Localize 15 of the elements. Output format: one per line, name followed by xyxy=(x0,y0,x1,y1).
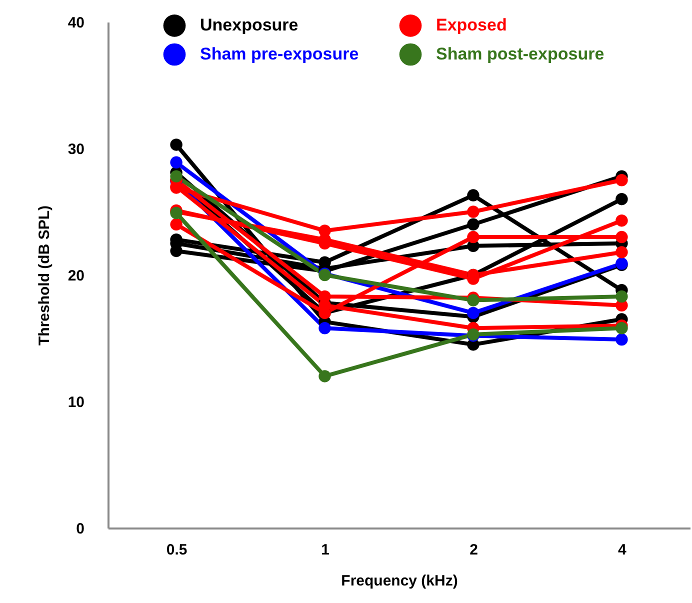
y-tick-label: 10 xyxy=(68,394,84,411)
y-tick-label: 40 xyxy=(68,14,84,32)
x-axis-title: Frequency (kHz) xyxy=(341,572,458,590)
x-tick-label: 1 xyxy=(321,542,330,558)
y-tick-label: 0 xyxy=(76,520,84,538)
x-tick-label: 0.5 xyxy=(166,542,188,558)
legend-label: Sham pre-exposure xyxy=(200,44,359,64)
x-tick-label: 2 xyxy=(470,542,478,558)
y-axis-title: Threshold (dB SPL) xyxy=(36,206,53,346)
legend-label: Unexposure xyxy=(200,16,298,35)
y-tick-label: 20 xyxy=(68,268,84,284)
legend-label: Sham post-exposure xyxy=(436,44,604,64)
y-tick-label: 30 xyxy=(68,141,84,158)
x-tick-label: 4 xyxy=(618,542,628,558)
legend-label: Exposed xyxy=(436,16,507,35)
